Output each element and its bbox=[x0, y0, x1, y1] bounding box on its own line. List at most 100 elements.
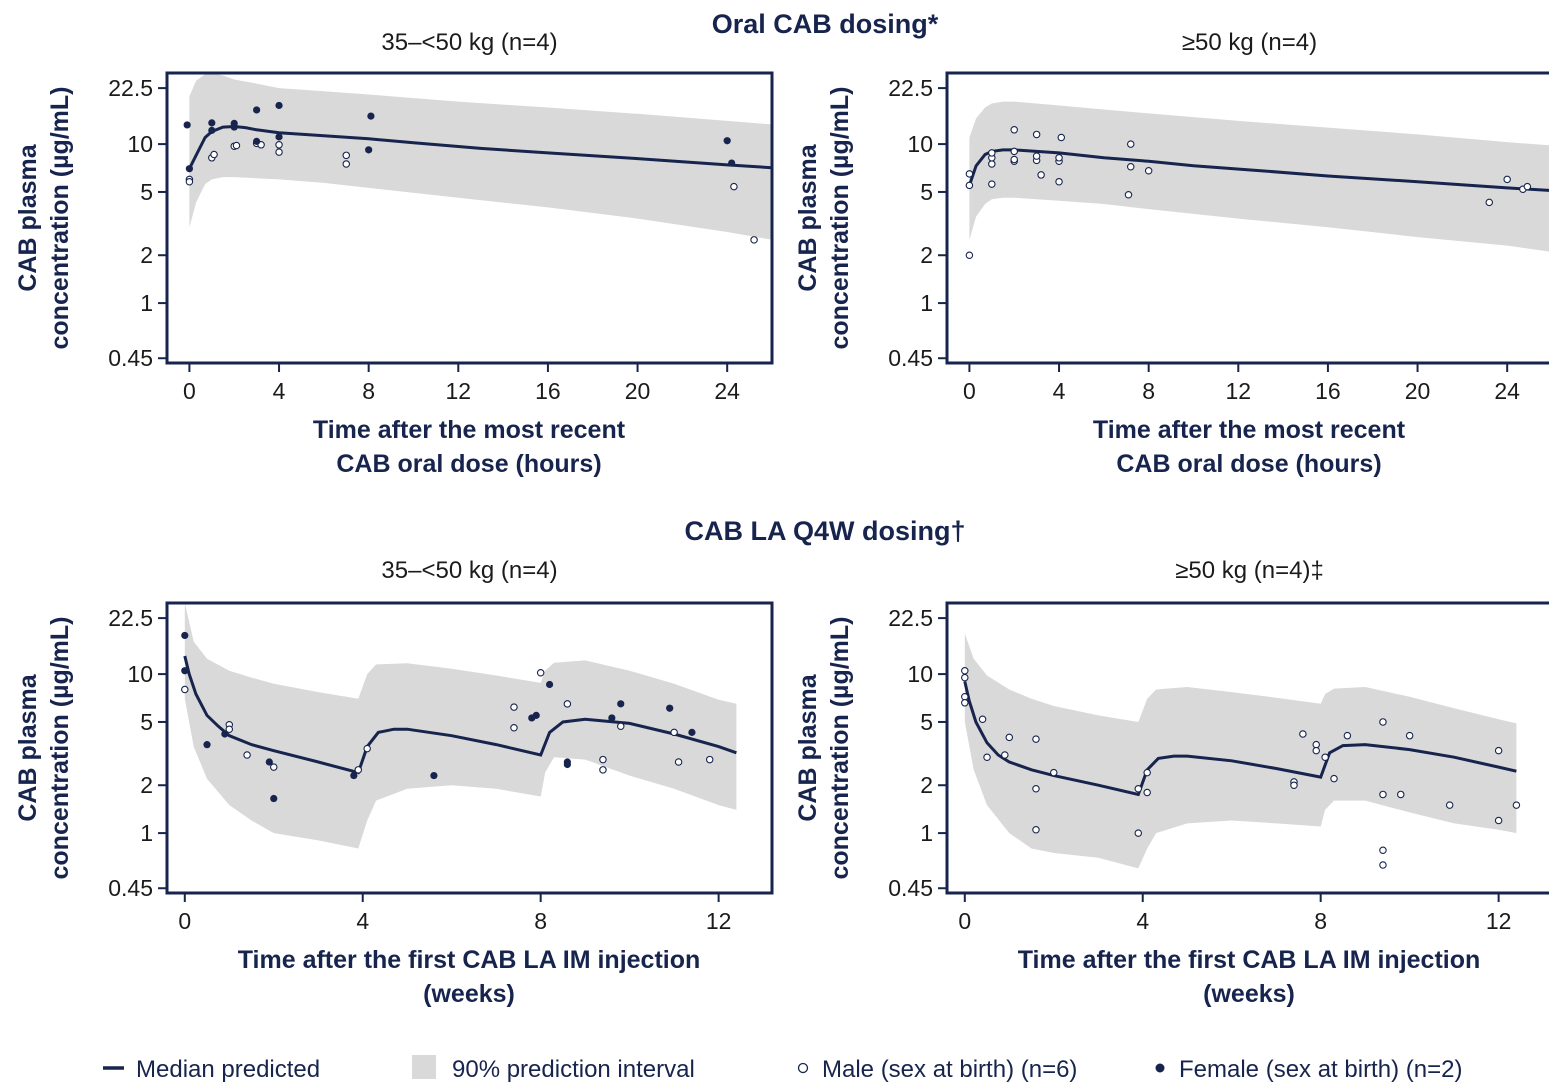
male-point bbox=[965, 181, 974, 190]
x-tick-label: 24 bbox=[1494, 378, 1520, 404]
legend-male-marker-icon bbox=[797, 1062, 809, 1074]
male-point bbox=[1055, 177, 1063, 186]
x-tick-label: 12 bbox=[1225, 378, 1251, 404]
y-tick-label: 5 bbox=[140, 179, 153, 205]
median-line bbox=[183, 655, 737, 775]
male-point bbox=[232, 141, 241, 150]
legend-female-label: Female (sex at birth) (n=2) bbox=[1179, 1056, 1462, 1083]
x-tick-label: 24 bbox=[714, 378, 740, 404]
y-axis-label-line2: concentration (µg/mL) bbox=[826, 86, 854, 349]
y-axis-label-line1: CAB plasma bbox=[14, 673, 42, 821]
x-tick-label: 20 bbox=[1405, 378, 1431, 404]
female-point bbox=[203, 741, 211, 749]
female-point bbox=[275, 133, 283, 141]
y-tick-label: 22.5 bbox=[888, 605, 933, 631]
y-axis-label-line2: concentration (µg/mL) bbox=[826, 616, 854, 879]
y-tick-label: 22.5 bbox=[108, 75, 153, 101]
male-point bbox=[961, 666, 969, 675]
x-tick-label: 8 bbox=[1314, 908, 1327, 934]
male-point bbox=[599, 766, 607, 774]
male-point bbox=[961, 699, 969, 707]
female-point bbox=[728, 159, 736, 167]
y-tick-label: 1 bbox=[140, 290, 153, 316]
axes-frame bbox=[165, 71, 774, 365]
male-point bbox=[988, 180, 996, 188]
female-point bbox=[183, 121, 191, 129]
legend: Median predicted 90% prediction interval… bbox=[103, 1055, 1462, 1083]
female-point bbox=[563, 760, 571, 769]
female-point bbox=[253, 137, 261, 145]
male-point bbox=[1485, 198, 1494, 207]
male-point bbox=[275, 141, 283, 149]
male-point bbox=[965, 251, 974, 259]
male-point bbox=[983, 753, 991, 761]
y-tick-label: 2 bbox=[920, 242, 933, 268]
male-point bbox=[1005, 733, 1014, 742]
male-point bbox=[1312, 740, 1320, 749]
male-point bbox=[1379, 790, 1387, 799]
female-point bbox=[208, 119, 216, 127]
y-axis-label-line1: CAB plasma bbox=[14, 143, 42, 291]
female-point bbox=[265, 758, 273, 766]
male-point bbox=[1010, 147, 1018, 156]
axes-frame bbox=[165, 601, 774, 895]
y-axis-label-line2: concentration (µg/mL) bbox=[46, 616, 74, 879]
male-point bbox=[978, 715, 987, 724]
y-tick-label: 1 bbox=[920, 290, 933, 316]
male-point bbox=[674, 758, 683, 766]
male-point bbox=[1290, 781, 1298, 789]
female-point bbox=[350, 771, 358, 780]
male-point bbox=[1312, 746, 1320, 755]
male-point bbox=[1126, 140, 1135, 148]
male-point bbox=[988, 160, 996, 168]
male-point bbox=[181, 685, 189, 694]
median-line bbox=[963, 681, 1517, 797]
x-tick-label: 4 bbox=[273, 378, 286, 404]
y-tick-label: 22.5 bbox=[108, 605, 153, 631]
male-point bbox=[1523, 182, 1532, 191]
male-point bbox=[616, 722, 625, 730]
male-point bbox=[1299, 730, 1307, 738]
male-point bbox=[1379, 846, 1387, 855]
median-line bbox=[188, 124, 772, 170]
male-point bbox=[1379, 861, 1387, 869]
x-tick-label: 8 bbox=[1142, 378, 1155, 404]
male-point bbox=[210, 150, 218, 159]
y-axis-label-line2: concentration (µg/mL) bbox=[46, 86, 74, 349]
male-point bbox=[1055, 154, 1063, 162]
male-point bbox=[1321, 753, 1329, 761]
y-tick-label: 0.45 bbox=[888, 345, 933, 371]
legend-interval-swatch-icon bbox=[412, 1055, 436, 1079]
y-tick-label: 2 bbox=[920, 772, 933, 798]
y-tick-label: 10 bbox=[127, 661, 153, 687]
y-tick-label: 10 bbox=[907, 661, 933, 687]
axes-frame bbox=[945, 601, 1549, 895]
female-point bbox=[230, 123, 238, 131]
female-point bbox=[666, 704, 674, 712]
female-point bbox=[365, 146, 373, 154]
y-tick-label: 2 bbox=[140, 242, 153, 268]
male-point bbox=[988, 149, 996, 157]
male-point bbox=[510, 723, 518, 732]
male-point bbox=[1379, 718, 1387, 726]
male-point bbox=[1124, 191, 1133, 199]
y-tick-label: 0.45 bbox=[108, 345, 153, 371]
y-tick-label: 5 bbox=[140, 709, 153, 735]
male-point bbox=[1343, 731, 1352, 740]
male-point bbox=[1143, 768, 1151, 777]
male-point bbox=[1057, 133, 1066, 142]
male-point bbox=[243, 751, 251, 759]
male-point bbox=[510, 703, 518, 711]
female-point bbox=[617, 700, 625, 708]
male-point bbox=[1134, 829, 1143, 837]
y-axis-label-line1: CAB plasma bbox=[794, 673, 822, 821]
y-tick-label: 1 bbox=[920, 820, 933, 846]
male-point bbox=[1010, 155, 1018, 164]
x-tick-label: 0 bbox=[963, 378, 976, 404]
y-tick-label: 5 bbox=[920, 709, 933, 735]
male-point bbox=[354, 766, 363, 774]
x-axis-label-line2: CAB oral dose (hours) bbox=[1116, 450, 1381, 478]
legend-female-marker-icon bbox=[1155, 1063, 1165, 1073]
x-axis-label-line2: CAB oral dose (hours) bbox=[336, 450, 601, 478]
